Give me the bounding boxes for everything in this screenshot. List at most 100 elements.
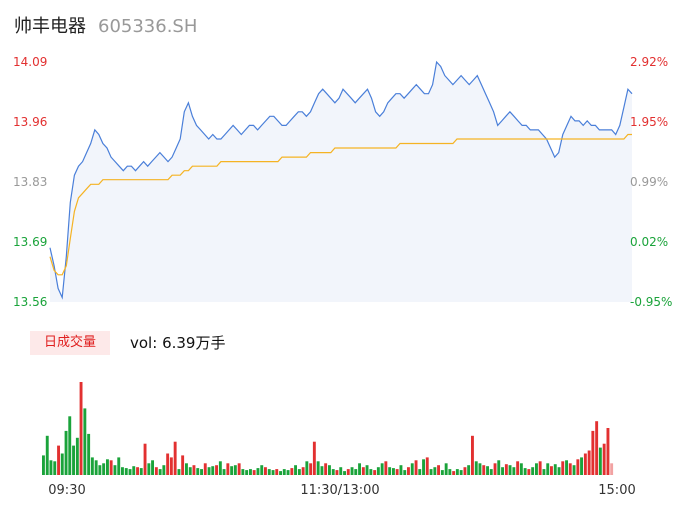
- volume-bar: [117, 457, 121, 475]
- x-axis-label: 15:00: [598, 483, 635, 498]
- volume-bar: [591, 430, 595, 475]
- volume-bar: [414, 460, 418, 475]
- volume-bar: [331, 469, 335, 475]
- volume-bar: [316, 461, 320, 475]
- volume-bar: [425, 457, 429, 475]
- axis-labels: 14.09 13.96 13.83 13.69 13.56 2.92% 1.95% 0.99%…: [13, 55, 672, 498]
- volume-bar: [508, 465, 512, 475]
- volume-bar: [519, 463, 523, 475]
- stock-header: 帅丰电器 605336.SH: [14, 12, 197, 42]
- volume-bar: [45, 435, 49, 475]
- stock-code: 605336.SH: [98, 16, 198, 37]
- y-axis-left-label: 13.83: [13, 175, 47, 189]
- volume-bar: [230, 466, 234, 475]
- volume-bar: [143, 443, 147, 475]
- volume-bar: [429, 469, 433, 475]
- volume-bar: [136, 467, 139, 475]
- volume-prefix: vol:: [130, 334, 158, 352]
- volume-bar: [166, 453, 170, 475]
- volume-bar: [211, 466, 215, 475]
- volume-bar: [583, 453, 587, 475]
- volume-bar: [497, 460, 501, 475]
- volume-bar: [610, 463, 614, 475]
- stock-name: 帅丰电器: [14, 16, 86, 37]
- y-axis-right-label: 0.99%: [630, 175, 668, 189]
- volume-bar: [512, 467, 516, 475]
- volume-bar: [90, 457, 94, 475]
- volume-bar: [196, 468, 200, 475]
- volume-bar: [132, 466, 136, 475]
- volume-bar: [455, 469, 459, 475]
- volume-bar: [106, 459, 109, 475]
- volume-bar: [267, 469, 271, 475]
- volume-bar: [388, 467, 392, 475]
- volume-bar: [403, 470, 407, 475]
- volume-bar: [309, 463, 313, 475]
- volume-bar: [535, 463, 538, 475]
- volume-bar: [354, 469, 358, 475]
- volume-bar: [218, 461, 222, 475]
- volume-bar: [294, 465, 297, 475]
- volume-bar: [452, 471, 456, 475]
- volume-bar: [102, 463, 106, 475]
- volume-bar: [380, 463, 384, 475]
- volume-bar: [237, 463, 241, 475]
- volume-bar: [297, 469, 301, 475]
- volume-bar: [433, 467, 437, 475]
- y-axis-right-label: 0.02%: [630, 235, 668, 249]
- volume-bar: [501, 467, 504, 475]
- volume-bar: [478, 463, 482, 475]
- volume-bar: [98, 465, 102, 475]
- volume-bar: [233, 465, 237, 475]
- volume-bar: [361, 467, 365, 475]
- volume-bar: [64, 430, 68, 475]
- volume-bar: [162, 465, 166, 475]
- volume-bar: [151, 460, 154, 475]
- volume-bar: [328, 465, 331, 475]
- volume-bar: [124, 468, 128, 475]
- volume-bar: [324, 463, 328, 475]
- volume-bar: [422, 459, 425, 475]
- volume-bar: [565, 460, 568, 475]
- volume-bar: [154, 467, 158, 475]
- volume-readout: vol: 6.39万手: [130, 331, 225, 355]
- volume-bar: [568, 463, 572, 475]
- volume-bar: [207, 467, 211, 475]
- volume-bar: [550, 466, 553, 475]
- volume-bar: [440, 470, 444, 475]
- volume-bar: [260, 465, 264, 475]
- volume-bar: [459, 470, 463, 475]
- volume-bar: [482, 465, 486, 475]
- volume-bar: [173, 441, 177, 475]
- volume-bar: [587, 450, 591, 475]
- volume-panel: [42, 382, 614, 475]
- volume-bar: [94, 460, 98, 475]
- volume-bar: [467, 465, 471, 475]
- volume-bar: [384, 461, 388, 475]
- volume-bar: [343, 471, 346, 475]
- volume-bar: [437, 465, 440, 475]
- volume-bar: [407, 467, 410, 475]
- volume-bar: [557, 467, 561, 475]
- price-panel: [49, 60, 633, 302]
- volume-bar: [493, 463, 497, 475]
- volume-bar: [399, 465, 403, 475]
- volume-bar: [215, 465, 218, 475]
- y-axis-left-label: 13.56: [13, 295, 47, 309]
- volume-bar: [226, 463, 230, 475]
- volume-bar: [241, 469, 245, 475]
- volume-bar: [79, 382, 83, 475]
- volume-bar: [245, 470, 249, 475]
- volume-bar: [444, 463, 448, 475]
- volume-bar: [504, 464, 508, 475]
- volume-bar: [463, 467, 467, 475]
- daily-volume-badge[interactable]: 日成交量: [30, 331, 110, 355]
- volume-bar: [516, 461, 520, 475]
- volume-bar: [290, 468, 294, 475]
- volume-bar: [87, 433, 91, 475]
- x-axis-label: 11:30/13:00: [300, 483, 379, 498]
- volume-bar: [185, 463, 188, 475]
- volume-bar: [158, 469, 162, 475]
- volume-bar: [523, 468, 527, 475]
